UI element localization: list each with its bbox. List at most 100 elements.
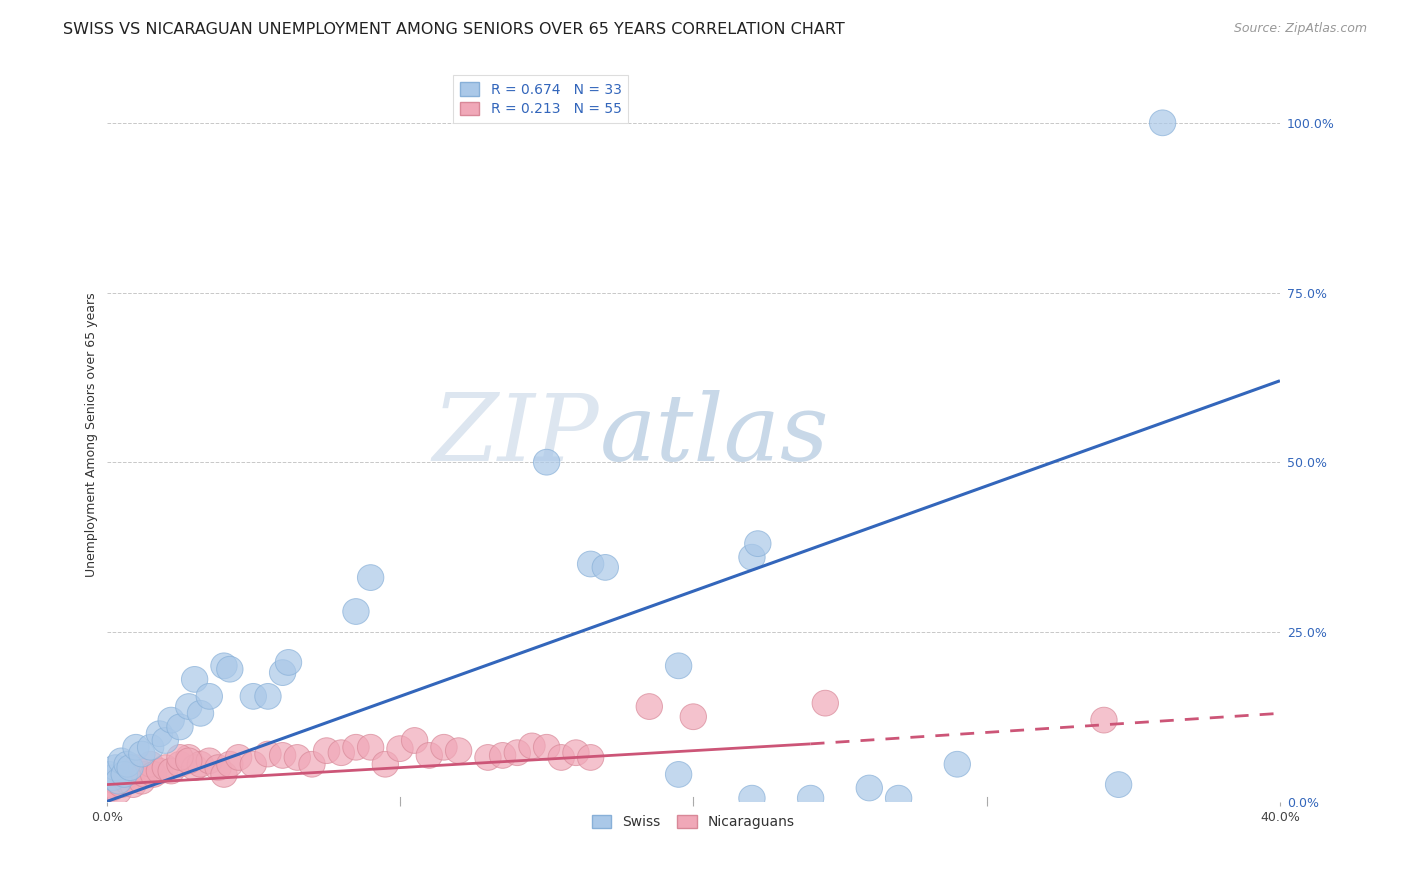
Ellipse shape <box>592 555 619 581</box>
Ellipse shape <box>1150 110 1175 136</box>
Ellipse shape <box>314 738 340 764</box>
Ellipse shape <box>745 531 770 557</box>
Ellipse shape <box>217 751 243 777</box>
Ellipse shape <box>146 721 173 747</box>
Ellipse shape <box>797 785 824 811</box>
Ellipse shape <box>211 653 238 679</box>
Ellipse shape <box>181 755 208 780</box>
Ellipse shape <box>152 728 179 754</box>
Ellipse shape <box>103 755 128 780</box>
Ellipse shape <box>284 745 311 771</box>
Ellipse shape <box>138 734 165 760</box>
Ellipse shape <box>100 775 125 801</box>
Ellipse shape <box>141 762 167 788</box>
Ellipse shape <box>328 739 354 765</box>
Ellipse shape <box>387 736 413 762</box>
Ellipse shape <box>738 544 765 570</box>
Ellipse shape <box>103 768 128 794</box>
Ellipse shape <box>187 751 214 777</box>
Text: Source: ZipAtlas.com: Source: ZipAtlas.com <box>1233 22 1367 36</box>
Ellipse shape <box>176 745 202 771</box>
Ellipse shape <box>217 657 243 682</box>
Ellipse shape <box>114 751 141 777</box>
Ellipse shape <box>97 772 122 797</box>
Ellipse shape <box>157 758 184 784</box>
Ellipse shape <box>114 768 141 794</box>
Text: ZIP: ZIP <box>433 390 599 480</box>
Ellipse shape <box>813 690 838 716</box>
Ellipse shape <box>167 745 193 771</box>
Ellipse shape <box>357 734 384 760</box>
Ellipse shape <box>475 745 501 771</box>
Ellipse shape <box>111 765 138 790</box>
Ellipse shape <box>943 751 970 777</box>
Ellipse shape <box>240 751 267 777</box>
Ellipse shape <box>254 741 281 767</box>
Ellipse shape <box>128 768 155 794</box>
Ellipse shape <box>128 741 155 767</box>
Ellipse shape <box>111 762 138 788</box>
Ellipse shape <box>100 765 125 790</box>
Ellipse shape <box>886 785 912 811</box>
Ellipse shape <box>195 748 222 773</box>
Ellipse shape <box>533 734 560 760</box>
Ellipse shape <box>578 551 603 577</box>
Ellipse shape <box>738 785 765 811</box>
Ellipse shape <box>343 734 370 760</box>
Ellipse shape <box>1105 772 1132 797</box>
Ellipse shape <box>636 694 662 720</box>
Ellipse shape <box>176 694 202 720</box>
Ellipse shape <box>254 683 281 709</box>
Ellipse shape <box>152 755 179 780</box>
Ellipse shape <box>562 739 589 765</box>
Ellipse shape <box>665 653 692 679</box>
Ellipse shape <box>105 779 132 805</box>
Ellipse shape <box>97 762 122 788</box>
Ellipse shape <box>122 755 149 780</box>
Ellipse shape <box>343 599 370 624</box>
Ellipse shape <box>167 714 193 739</box>
Ellipse shape <box>430 734 457 760</box>
Ellipse shape <box>578 745 603 771</box>
Legend: Swiss, Nicaraguans: Swiss, Nicaraguans <box>586 809 800 835</box>
Ellipse shape <box>240 683 267 709</box>
Ellipse shape <box>146 758 173 784</box>
Ellipse shape <box>665 762 692 788</box>
Ellipse shape <box>373 751 398 777</box>
Ellipse shape <box>270 660 295 686</box>
Ellipse shape <box>157 707 184 733</box>
Ellipse shape <box>195 683 222 709</box>
Ellipse shape <box>108 748 135 773</box>
Ellipse shape <box>1091 707 1118 733</box>
Ellipse shape <box>187 700 214 726</box>
Ellipse shape <box>138 751 165 777</box>
Ellipse shape <box>181 666 208 692</box>
Ellipse shape <box>270 742 295 768</box>
Ellipse shape <box>211 762 238 788</box>
Ellipse shape <box>519 733 546 759</box>
Ellipse shape <box>117 755 143 780</box>
Ellipse shape <box>357 565 384 591</box>
Ellipse shape <box>402 728 427 754</box>
Ellipse shape <box>298 751 325 777</box>
Ellipse shape <box>505 739 530 765</box>
Ellipse shape <box>533 450 560 475</box>
Ellipse shape <box>105 768 132 794</box>
Ellipse shape <box>176 748 202 773</box>
Ellipse shape <box>117 762 143 788</box>
Ellipse shape <box>132 762 157 788</box>
Ellipse shape <box>489 742 516 768</box>
Ellipse shape <box>856 775 883 801</box>
Ellipse shape <box>122 734 149 760</box>
Y-axis label: Unemployment Among Seniors over 65 years: Unemployment Among Seniors over 65 years <box>86 293 98 577</box>
Text: SWISS VS NICARAGUAN UNEMPLOYMENT AMONG SENIORS OVER 65 YEARS CORRELATION CHART: SWISS VS NICARAGUAN UNEMPLOYMENT AMONG S… <box>63 22 845 37</box>
Ellipse shape <box>446 738 472 764</box>
Ellipse shape <box>120 772 146 797</box>
Text: atlas: atlas <box>599 390 830 480</box>
Ellipse shape <box>681 704 706 730</box>
Ellipse shape <box>225 745 252 771</box>
Ellipse shape <box>276 649 302 675</box>
Ellipse shape <box>167 751 193 777</box>
Ellipse shape <box>548 745 575 771</box>
Ellipse shape <box>108 772 135 797</box>
